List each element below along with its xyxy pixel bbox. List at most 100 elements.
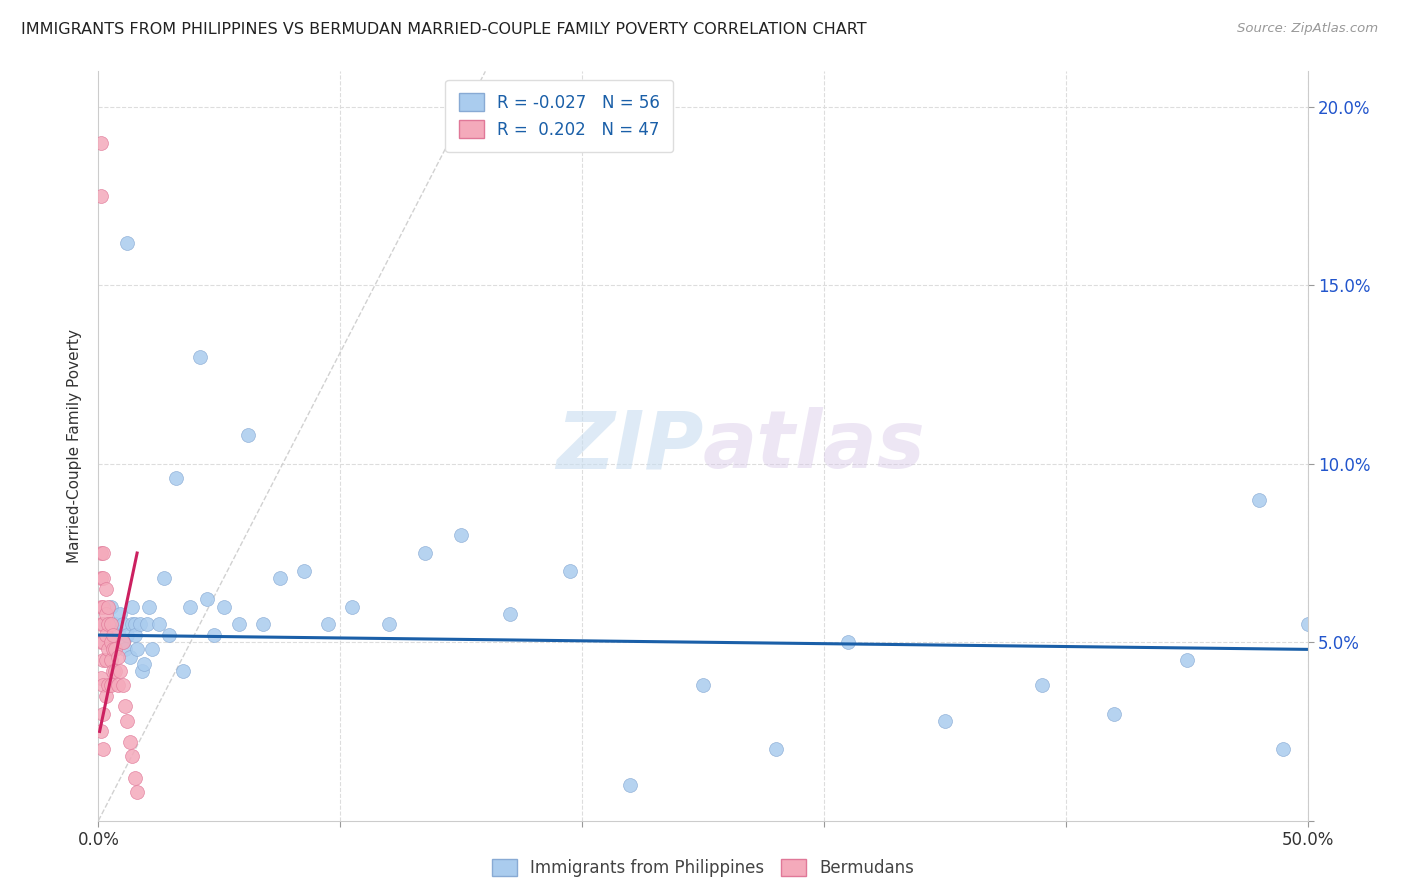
Point <box>121 599 143 614</box>
Point <box>117 714 139 728</box>
Point <box>94 617 117 632</box>
Point <box>97 617 120 632</box>
Point <box>91 635 114 649</box>
Point <box>100 635 122 649</box>
Point <box>107 649 129 664</box>
Point <box>195 592 218 607</box>
Point <box>91 678 114 692</box>
Point <box>134 657 156 671</box>
Point <box>90 671 112 685</box>
Point <box>94 653 117 667</box>
Point <box>108 664 131 678</box>
Point <box>1031 678 1053 692</box>
Point <box>269 571 291 585</box>
Point <box>212 599 235 614</box>
Point <box>100 599 122 614</box>
Point <box>107 624 129 639</box>
Point <box>558 564 581 578</box>
Point <box>111 635 134 649</box>
Point <box>101 664 124 678</box>
Point <box>104 617 127 632</box>
Point <box>100 678 122 692</box>
Point <box>188 350 211 364</box>
Point <box>934 714 956 728</box>
Point <box>108 607 131 621</box>
Point <box>94 689 117 703</box>
Point <box>117 235 139 250</box>
Point <box>114 642 136 657</box>
Point <box>90 571 112 585</box>
Point <box>97 599 120 614</box>
Point <box>91 617 114 632</box>
Point <box>121 617 143 632</box>
Point <box>141 642 163 657</box>
Point <box>118 649 141 664</box>
Point <box>316 617 339 632</box>
Point <box>692 678 714 692</box>
Point <box>91 546 114 560</box>
Point <box>91 706 114 721</box>
Point <box>100 617 122 632</box>
Point <box>135 617 157 632</box>
Point <box>1102 706 1125 721</box>
Text: IMMIGRANTS FROM PHILIPPINES VS BERMUDAN MARRIED-COUPLE FAMILY POVERTY CORRELATIO: IMMIGRANTS FROM PHILIPPINES VS BERMUDAN … <box>21 22 866 37</box>
Point <box>228 617 250 632</box>
Point <box>91 599 114 614</box>
Point <box>90 599 112 614</box>
Point <box>148 617 170 632</box>
Point <box>127 785 149 799</box>
Y-axis label: Married-Couple Family Poverty: Married-Couple Family Poverty <box>67 329 83 563</box>
Point <box>1249 492 1271 507</box>
Point <box>101 642 124 657</box>
Point <box>124 771 146 785</box>
Point <box>101 635 124 649</box>
Point <box>91 571 114 585</box>
Point <box>128 617 150 632</box>
Text: Source: ZipAtlas.com: Source: ZipAtlas.com <box>1237 22 1378 36</box>
Point <box>91 742 114 756</box>
Point <box>94 582 117 596</box>
Point <box>1175 653 1198 667</box>
Legend: Immigrants from Philippines, Bermudans: Immigrants from Philippines, Bermudans <box>485 852 921 884</box>
Point <box>765 742 787 756</box>
Point <box>127 642 149 657</box>
Point <box>91 653 114 667</box>
Point <box>111 635 134 649</box>
Point <box>100 653 122 667</box>
Point <box>124 617 146 632</box>
Point <box>292 564 315 578</box>
Point <box>118 735 141 749</box>
Point <box>104 642 127 657</box>
Point <box>90 724 112 739</box>
Point <box>94 607 117 621</box>
Text: atlas: atlas <box>703 407 925 485</box>
Point <box>498 607 520 621</box>
Point <box>172 664 194 678</box>
Point <box>619 778 641 792</box>
Point <box>157 628 180 642</box>
Point <box>90 136 112 150</box>
Point <box>111 678 134 692</box>
Point <box>131 664 153 678</box>
Point <box>124 628 146 642</box>
Point <box>117 628 139 642</box>
Point <box>111 617 134 632</box>
Point <box>377 617 399 632</box>
Point <box>114 699 136 714</box>
Point <box>837 635 859 649</box>
Point <box>450 528 472 542</box>
Text: ZIP: ZIP <box>555 407 703 485</box>
Point <box>1296 617 1319 632</box>
Point <box>204 628 226 642</box>
Point <box>97 678 120 692</box>
Point <box>90 189 112 203</box>
Point <box>1272 742 1295 756</box>
Point <box>90 546 112 560</box>
Point <box>90 617 112 632</box>
Point <box>179 599 201 614</box>
Point <box>413 546 436 560</box>
Point <box>90 635 112 649</box>
Point <box>238 428 260 442</box>
Point <box>252 617 274 632</box>
Point <box>97 642 120 657</box>
